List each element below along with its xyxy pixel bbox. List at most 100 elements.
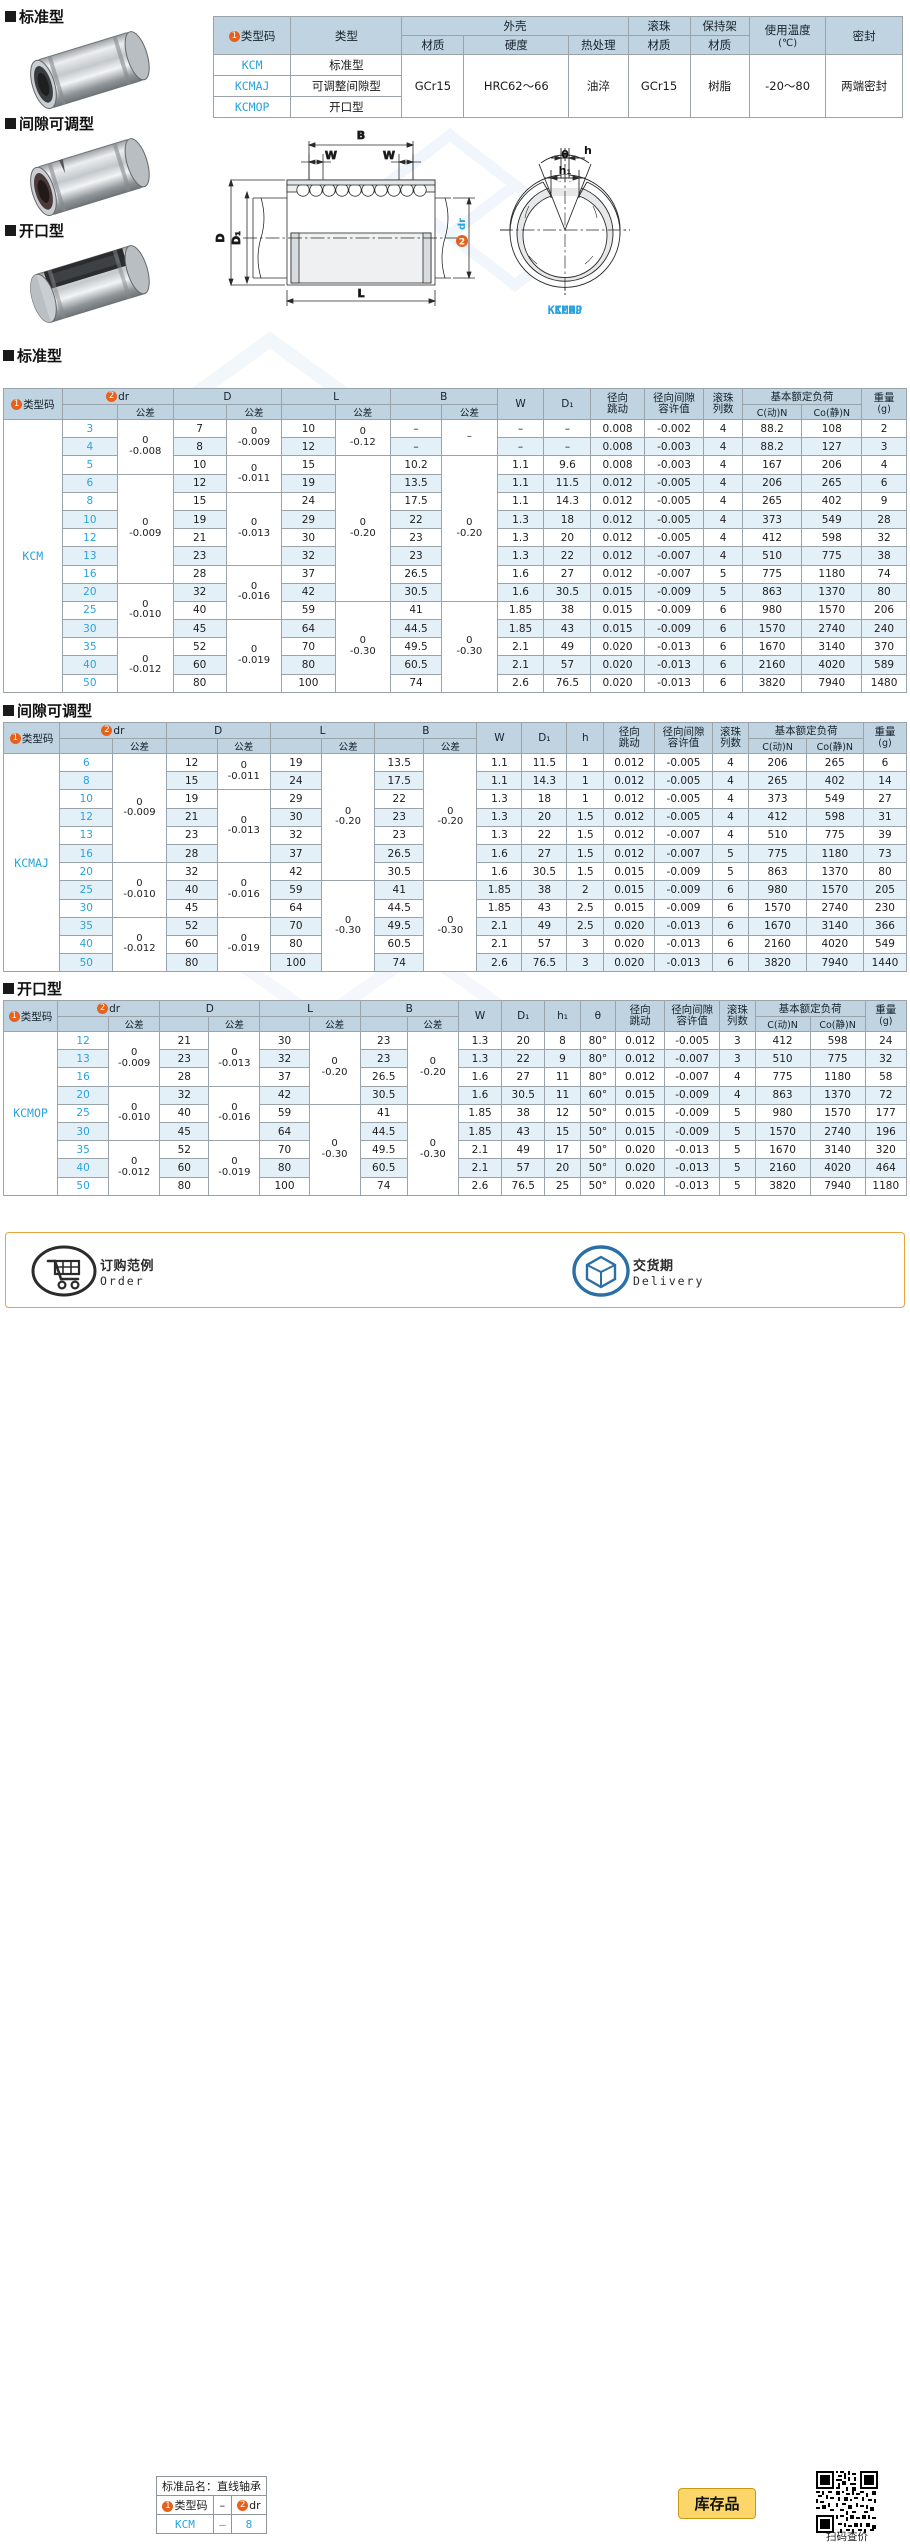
cell-L: 29 bbox=[282, 510, 335, 528]
cell-load-c: 2160 bbox=[749, 935, 806, 953]
cell-B: 26.5 bbox=[360, 1068, 407, 1086]
cell-theta: 50° bbox=[580, 1159, 615, 1177]
cell-weight: 6 bbox=[862, 474, 907, 492]
cell-L: 30 bbox=[260, 1032, 309, 1050]
cell-theta: 80° bbox=[580, 1032, 615, 1050]
cell-load-c: 206 bbox=[749, 754, 806, 772]
cell-load-c: 412 bbox=[755, 1032, 810, 1050]
cell-weight: 1440 bbox=[863, 954, 906, 972]
cell-D1: 20 bbox=[522, 808, 567, 826]
cell-clearance: -0.003 bbox=[644, 456, 704, 474]
cell-clearance: -0.007 bbox=[665, 1068, 720, 1086]
cell-B: 41 bbox=[375, 881, 424, 899]
product-image-column: 标准型 bbox=[5, 6, 205, 327]
mat-val-shell-heat: 油淬 bbox=[569, 55, 628, 118]
cell-B: 60.5 bbox=[375, 935, 424, 953]
cell-B: 60.5 bbox=[360, 1159, 407, 1177]
spec-h-B-tolerance: 公差 bbox=[442, 405, 497, 420]
cell-clearance: -0.007 bbox=[644, 565, 704, 583]
cell-weight: 206 bbox=[862, 601, 907, 619]
cell-W: 1.6 bbox=[497, 565, 544, 583]
mat-h-retainer-material: 材质 bbox=[690, 36, 749, 55]
mat-h-shell: 外壳 bbox=[402, 17, 628, 36]
cell-weight: 73 bbox=[863, 844, 906, 862]
cell-B: 60.5 bbox=[390, 656, 441, 674]
cell-weight: 14 bbox=[863, 772, 906, 790]
cell-B: 23 bbox=[375, 808, 424, 826]
cell-weight: 366 bbox=[863, 917, 906, 935]
cell-clearance: -0.007 bbox=[644, 547, 704, 565]
order-value-row: KCM – 8 bbox=[157, 2515, 267, 2534]
spec-h-D-blank bbox=[166, 739, 217, 754]
cell-runout: 0.008 bbox=[591, 456, 644, 474]
cell-B: 49.5 bbox=[375, 917, 424, 935]
cell-D: 28 bbox=[160, 1068, 209, 1086]
cell-theta: 50° bbox=[580, 1141, 615, 1159]
cell-W: 2.1 bbox=[458, 1141, 501, 1159]
cell-load-c: 510 bbox=[755, 1050, 810, 1068]
cell-ballrows: 6 bbox=[704, 638, 742, 656]
order-title: 标准品名：直线轴承 bbox=[157, 2477, 267, 2496]
cell-runout: 0.015 bbox=[604, 863, 655, 881]
spec-h-runout: 径向跳动 bbox=[591, 389, 644, 420]
cell-B: 41 bbox=[360, 1104, 407, 1122]
cell-ballrows: 4 bbox=[712, 754, 749, 772]
spec-h-W: W bbox=[477, 723, 522, 754]
cell-D: 45 bbox=[160, 1122, 209, 1140]
cell-B: 23 bbox=[360, 1032, 407, 1050]
cell-load-co: 598 bbox=[806, 808, 863, 826]
cell-L-tolerance: 0 -0.20 bbox=[322, 754, 375, 881]
cell-clearance: -0.005 bbox=[644, 510, 704, 528]
cell-ballrows: 5 bbox=[720, 1104, 755, 1122]
cell-load-co: 1180 bbox=[802, 565, 862, 583]
cell-load-c: 373 bbox=[742, 510, 802, 528]
cell-h: 2 bbox=[567, 881, 604, 899]
cell-weight: 28 bbox=[862, 510, 907, 528]
product-open: 开口型 bbox=[5, 220, 205, 323]
cell-dr: 50 bbox=[60, 954, 113, 972]
cell-h: 8 bbox=[545, 1032, 580, 1050]
mat-h-shell-heat: 热处理 bbox=[569, 36, 628, 55]
cell-L-tolerance: 0 -0.30 bbox=[309, 1104, 360, 1195]
cell-runout: 0.012 bbox=[591, 510, 644, 528]
cell-D1: 57 bbox=[502, 1159, 545, 1177]
cell-load-c: 412 bbox=[749, 808, 806, 826]
cell-B: – bbox=[390, 438, 441, 456]
cell-L: 37 bbox=[270, 844, 321, 862]
cell-load-c: 510 bbox=[749, 826, 806, 844]
cell-runout: 0.015 bbox=[591, 620, 644, 638]
qr-code[interactable] bbox=[816, 2471, 878, 2533]
spec-h-D-blank bbox=[160, 1017, 209, 1032]
cell-L: 64 bbox=[282, 620, 335, 638]
cell-D1: 27 bbox=[544, 565, 591, 583]
cell-D: 23 bbox=[160, 1050, 209, 1068]
cell-D1: 22 bbox=[502, 1050, 545, 1068]
cell-dr: 6 bbox=[60, 754, 113, 772]
cell-B: 49.5 bbox=[360, 1141, 407, 1159]
spec-h-dr-blank bbox=[62, 405, 117, 420]
cell-D-tolerance: 0 -0.011 bbox=[226, 456, 281, 492]
cell-runout: 0.008 bbox=[591, 438, 644, 456]
cell-W: 1.3 bbox=[497, 510, 544, 528]
cell-W: 2.1 bbox=[477, 935, 522, 953]
package-icon bbox=[572, 1245, 630, 1297]
cell-load-c: 167 bbox=[742, 456, 802, 474]
cell-load-co: 402 bbox=[806, 772, 863, 790]
cell-h: 11 bbox=[545, 1068, 580, 1086]
cell-load-co: 1570 bbox=[806, 881, 863, 899]
cell-L: 19 bbox=[282, 474, 335, 492]
cell-load-c: 775 bbox=[749, 844, 806, 862]
cell-weight: 27 bbox=[863, 790, 906, 808]
cell-runout: 0.015 bbox=[616, 1122, 665, 1140]
cell-dr: 50 bbox=[58, 1177, 109, 1195]
cell-runout: 0.020 bbox=[616, 1177, 665, 1195]
cell-load-co: 108 bbox=[802, 420, 862, 438]
cell-load-c: 3820 bbox=[755, 1177, 810, 1195]
cell-clearance: -0.013 bbox=[655, 935, 712, 953]
